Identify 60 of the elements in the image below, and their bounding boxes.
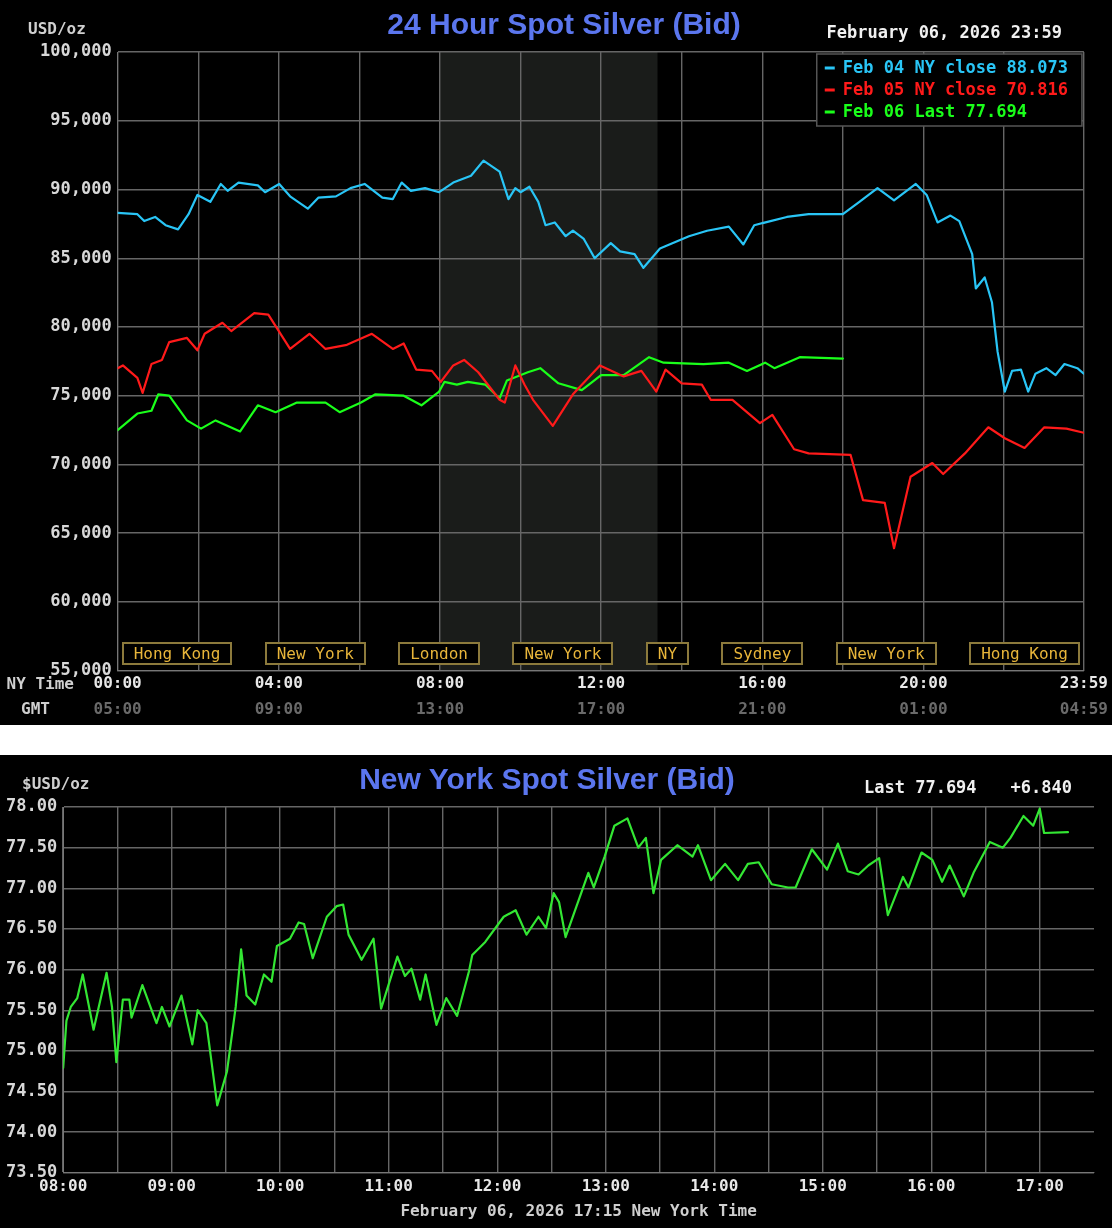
y-axis-title: USD/oz bbox=[28, 19, 86, 39]
y-tick-label: 75.50 bbox=[5, 998, 58, 1019]
x-tick-label: 12:00 bbox=[577, 673, 626, 693]
x-tick-label: 10:00 bbox=[256, 1175, 305, 1195]
annotation: New York bbox=[835, 642, 937, 666]
x-tick-label: 11:00 bbox=[364, 1175, 413, 1195]
y-tick-label: 74.00 bbox=[5, 1120, 58, 1141]
y-tick-label: 74.50 bbox=[5, 1079, 58, 1100]
x2-tick-label: 17:00 bbox=[577, 698, 626, 718]
chart-title: 24 Hour Spot Silver (Bid) bbox=[387, 7, 741, 41]
y-tick-label: 60,000 bbox=[50, 590, 112, 611]
annotation: Hong Kong bbox=[969, 642, 1080, 666]
x-tick-label: 08:00 bbox=[415, 673, 465, 693]
annotation: Sydney bbox=[721, 642, 804, 666]
y-tick-label: 90,000 bbox=[50, 177, 112, 198]
y-tick-label: 76.00 bbox=[5, 958, 58, 978]
annotation: New York bbox=[512, 642, 614, 666]
y-axis-title: $USD/oz bbox=[22, 774, 90, 794]
y-tick-label: 75,000 bbox=[50, 384, 112, 405]
y-tick-label: 100,000 bbox=[39, 40, 112, 61]
x-axis-title: February 06, 2026 17:15 New York Time bbox=[400, 1201, 757, 1221]
legend-label: Feb 06 Last 77.694 bbox=[842, 101, 1027, 122]
annotation: NY bbox=[645, 642, 690, 666]
x2-tick-label: 05:00 bbox=[93, 698, 142, 718]
y-tick-label: 80,000 bbox=[50, 315, 112, 336]
x2-tick-label: 13:00 bbox=[415, 698, 465, 718]
x-tick-label: 16:00 bbox=[907, 1175, 956, 1195]
y-tick-label: 70,000 bbox=[50, 452, 112, 473]
x2-tick-label: 01:00 bbox=[899, 698, 948, 718]
y-tick-label: 77.50 bbox=[5, 836, 58, 857]
x-tick-label: 13:00 bbox=[581, 1175, 630, 1195]
annotation: New York bbox=[264, 642, 366, 666]
x-tick-label: 17:00 bbox=[1015, 1175, 1064, 1195]
x2-tick-label: 21:00 bbox=[738, 698, 787, 718]
y-tick-label: 78.00 bbox=[5, 795, 58, 816]
x-tick-label: 23:59 bbox=[1059, 673, 1108, 693]
x-tick-label: 09:00 bbox=[147, 1175, 196, 1195]
x2-axis-title: GMT bbox=[21, 698, 50, 718]
y-tick-label: 85,000 bbox=[50, 246, 112, 267]
legend-label: Feb 05 NY close 70.816 bbox=[842, 79, 1068, 100]
x-tick-label: 16:00 bbox=[738, 673, 787, 693]
x-tick-label: 12:00 bbox=[473, 1175, 522, 1195]
x-tick-label: 15:00 bbox=[798, 1175, 847, 1195]
x2-tick-label: 04:59 bbox=[1059, 698, 1108, 718]
text: Last 77.694 bbox=[864, 777, 977, 798]
annotation: London bbox=[398, 642, 480, 666]
y-tick-label: 95,000 bbox=[50, 109, 112, 130]
x-tick-label: 20:00 bbox=[899, 673, 948, 693]
text: February 06, 2026 23:59 bbox=[826, 22, 1062, 43]
x-tick-label: 14:00 bbox=[690, 1175, 739, 1195]
legend-label: Feb 04 NY close 88.073 bbox=[842, 57, 1068, 78]
text: +6.840 bbox=[1010, 777, 1072, 798]
x-tick-label: 04:00 bbox=[254, 673, 303, 693]
chart-title: New York Spot Silver (Bid) bbox=[359, 762, 735, 796]
y-tick-label: 76.50 bbox=[5, 917, 58, 938]
x2-tick-label: 09:00 bbox=[254, 698, 303, 718]
y-tick-label: 77.00 bbox=[5, 876, 58, 897]
y-tick-label: 65,000 bbox=[50, 521, 112, 542]
y-tick-label: 75.00 bbox=[5, 1039, 58, 1060]
annotation: Hong Kong bbox=[121, 642, 233, 666]
